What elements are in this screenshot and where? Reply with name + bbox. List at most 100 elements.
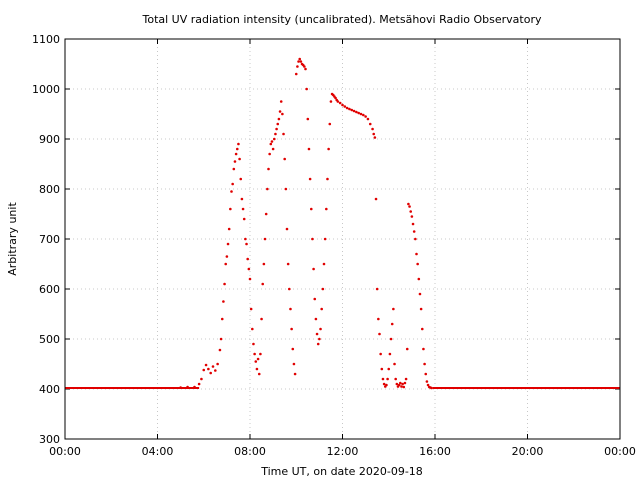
data-point: [399, 381, 402, 385]
data-point: [292, 362, 296, 366]
data-point: [230, 190, 233, 193]
y-tick-label: 300: [39, 433, 60, 446]
data-point: [242, 217, 246, 221]
data-point: [277, 117, 281, 121]
data-point: [378, 332, 381, 336]
data-point: [311, 237, 314, 241]
data-point: [235, 147, 239, 151]
data-point: [197, 382, 201, 386]
chart-title: Total UV radiation intensity (uncalibrat…: [142, 13, 542, 26]
data-point: [245, 242, 248, 246]
data-point: [222, 300, 225, 303]
data-point: [218, 348, 222, 352]
data-point: [314, 317, 318, 321]
data-point: [323, 237, 327, 241]
data-point: [233, 160, 237, 163]
data-point: [299, 60, 303, 63]
x-tick-label: 00:00: [604, 445, 636, 458]
data-point: [232, 167, 236, 171]
data-point: [211, 365, 215, 368]
x-tick-label: 08:00: [234, 445, 266, 458]
y-tick-label: 600: [39, 283, 60, 296]
data-point: [352, 109, 356, 113]
data-point: [269, 142, 273, 146]
data-point: [281, 112, 284, 116]
data-point: [397, 383, 401, 387]
data-point: [422, 347, 425, 351]
y-axis-ticks: 300 400 500 600 700 800 900 1000 1100: [32, 33, 620, 446]
data-point: [362, 113, 365, 117]
data-point: [357, 111, 360, 115]
grid-lines: [65, 39, 620, 439]
data-point: [315, 332, 319, 336]
data-point: [214, 369, 217, 372]
y-tick-label: 1100: [32, 33, 60, 46]
data-point: [239, 177, 243, 181]
data-point: [255, 367, 259, 371]
y-tick-label: 900: [39, 133, 60, 146]
data-point: [253, 352, 256, 356]
data-point: [319, 327, 322, 331]
data-point: [294, 72, 298, 76]
data-point: [364, 115, 367, 118]
data-point: [234, 152, 238, 156]
data-point: [271, 147, 275, 151]
data-point: [338, 101, 342, 105]
data-point: [423, 362, 426, 366]
data-point: [279, 100, 283, 103]
data-point: [179, 386, 182, 389]
data-point: [293, 372, 297, 376]
data-point: [241, 207, 245, 211]
data-point: [268, 152, 271, 156]
data-point: [420, 327, 424, 331]
data-point: [312, 267, 315, 271]
data-point: [291, 347, 295, 351]
data-point: [251, 327, 254, 331]
x-tick-label: 04:00: [142, 445, 174, 458]
x-tick-label: 20:00: [512, 445, 544, 458]
data-point: [260, 317, 263, 321]
data-point: [329, 100, 333, 103]
x-axis-ticks: 00:00 04:00 08:00 12:00 16:00 20:00 00:00: [49, 39, 636, 458]
data-point: [416, 262, 419, 266]
data-point: [254, 360, 258, 363]
data-point: [380, 367, 384, 371]
data-point: [382, 382, 386, 386]
x-axis-label: Time UT, on date 2020-09-18: [260, 465, 423, 478]
data-point: [409, 210, 413, 213]
data-point: [334, 96, 337, 100]
data-point: [200, 377, 203, 381]
data-point: [274, 132, 277, 136]
data-point: [326, 177, 329, 181]
data-point: [272, 137, 276, 141]
data-point: [350, 108, 354, 112]
data-point: [381, 377, 385, 381]
data-point: [266, 187, 269, 191]
data-point: [248, 277, 252, 281]
y-axis-label: Arbitrary unit: [6, 202, 19, 276]
data-point: [401, 382, 404, 386]
data-point: [426, 383, 430, 387]
data-point: [430, 386, 433, 390]
data-point: [368, 122, 372, 126]
data-point: [290, 327, 293, 331]
data-point: [186, 385, 189, 389]
data-point: [247, 267, 251, 271]
data-point: [395, 382, 399, 386]
data-point: [366, 117, 370, 121]
data-point: [261, 282, 265, 286]
data-point: [355, 110, 358, 114]
data-point: [313, 297, 317, 301]
data-point: [390, 322, 394, 326]
data-point: [209, 371, 212, 375]
data-point: [225, 255, 229, 258]
data-point: [264, 212, 268, 216]
data-point: [237, 142, 240, 146]
data-point: [288, 287, 291, 291]
data-point: [304, 67, 307, 71]
data-point: [223, 282, 226, 286]
data-point: [392, 307, 395, 311]
data-point: [193, 385, 196, 389]
data-point: [359, 112, 363, 116]
